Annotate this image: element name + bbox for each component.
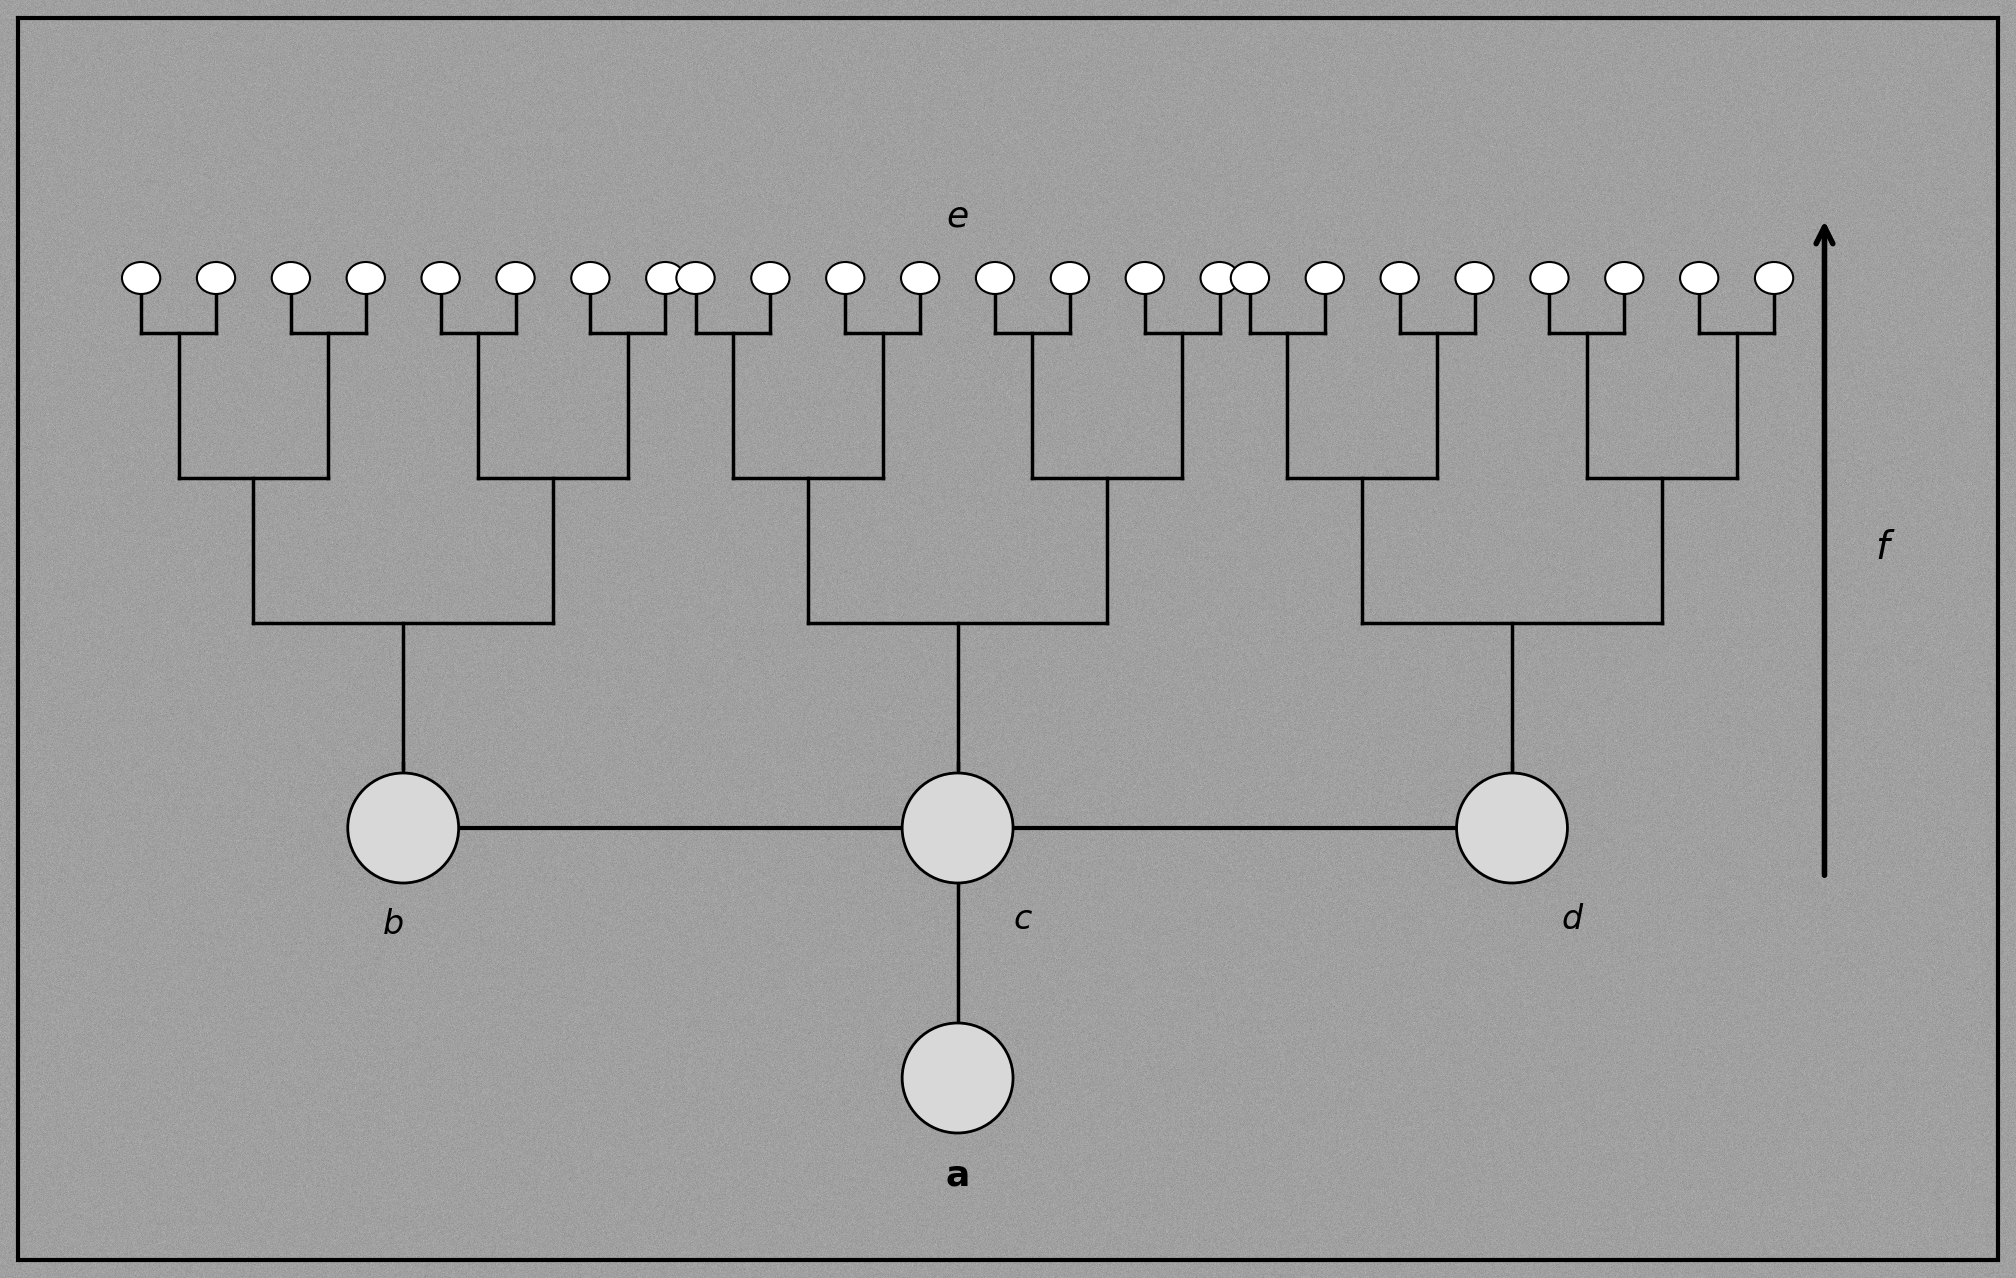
Ellipse shape bbox=[272, 262, 310, 294]
Circle shape bbox=[347, 773, 460, 883]
Ellipse shape bbox=[1125, 262, 1163, 294]
Ellipse shape bbox=[1381, 262, 1419, 294]
Ellipse shape bbox=[347, 262, 385, 294]
Ellipse shape bbox=[121, 262, 159, 294]
Ellipse shape bbox=[1679, 262, 1718, 294]
Ellipse shape bbox=[421, 262, 460, 294]
Ellipse shape bbox=[1530, 262, 1568, 294]
Ellipse shape bbox=[1202, 262, 1240, 294]
Circle shape bbox=[1456, 773, 1568, 883]
Text: e: e bbox=[946, 199, 970, 233]
Text: b: b bbox=[383, 907, 403, 941]
Ellipse shape bbox=[1230, 262, 1270, 294]
Text: c: c bbox=[1014, 904, 1032, 935]
Ellipse shape bbox=[827, 262, 865, 294]
Text: d: d bbox=[1562, 904, 1583, 935]
Ellipse shape bbox=[1756, 262, 1794, 294]
Ellipse shape bbox=[1605, 262, 1643, 294]
Text: a: a bbox=[946, 1158, 970, 1192]
Ellipse shape bbox=[645, 262, 685, 294]
Ellipse shape bbox=[1050, 262, 1089, 294]
Ellipse shape bbox=[976, 262, 1014, 294]
Ellipse shape bbox=[677, 262, 716, 294]
Ellipse shape bbox=[901, 262, 939, 294]
Circle shape bbox=[903, 1022, 1014, 1134]
Ellipse shape bbox=[752, 262, 790, 294]
Circle shape bbox=[903, 773, 1014, 883]
Ellipse shape bbox=[1306, 262, 1345, 294]
Ellipse shape bbox=[1456, 262, 1494, 294]
Ellipse shape bbox=[496, 262, 534, 294]
Text: f: f bbox=[1875, 529, 1889, 567]
Ellipse shape bbox=[571, 262, 609, 294]
Ellipse shape bbox=[198, 262, 236, 294]
